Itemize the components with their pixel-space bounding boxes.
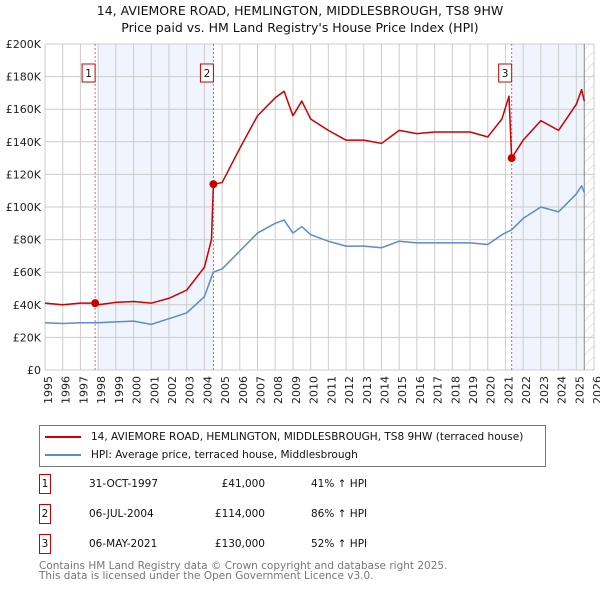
x-tick-label: 2000	[131, 376, 144, 404]
y-tick-label: £120K	[6, 168, 42, 181]
sale-marker-label: 3	[498, 63, 513, 83]
footer-line-1: Contains HM Land Registry data © Crown c…	[39, 560, 448, 572]
x-tick-label: 1998	[95, 376, 108, 404]
y-tick-label: £200K	[6, 38, 42, 51]
x-tick-label: 2011	[325, 376, 338, 404]
x-tick-label: 2026	[591, 376, 600, 404]
x-tick-label: 2001	[148, 376, 161, 404]
transaction-number: 2	[39, 504, 51, 524]
transaction-number: 3	[39, 534, 51, 554]
x-tick-label: 2012	[343, 376, 356, 404]
footer-line-2: This data is licensed under the Open Gov…	[39, 570, 374, 582]
x-tick-label: 2002	[166, 376, 179, 404]
transaction-hpi-change: 41% ↑ HPI	[311, 478, 368, 490]
transaction-hpi-change: 86% ↑ HPI	[311, 508, 368, 520]
transaction-number: 1	[39, 474, 51, 494]
y-tick-label: £100K	[6, 201, 42, 214]
sale-marker-label: 2	[199, 63, 214, 83]
x-tick-label: 2023	[538, 376, 551, 404]
y-tick-label: £0	[27, 364, 41, 377]
x-tick-label: 2019	[467, 376, 480, 404]
transaction-date: 31-OCT-1997	[89, 478, 158, 490]
y-tick-label: £20K	[13, 331, 42, 344]
property-series-line	[44, 88, 585, 306]
sale-marker-number: 1	[85, 68, 92, 80]
sale-point	[209, 180, 218, 189]
hpi-series-line	[44, 185, 585, 326]
transaction-price: £114,000	[214, 508, 265, 520]
x-tick-label: 2010	[308, 376, 321, 404]
x-tick-label: 2025	[573, 376, 586, 404]
x-tick-label: 2004	[201, 376, 214, 404]
x-tick-label: 2016	[414, 376, 427, 404]
x-tick-label: 1995	[42, 376, 55, 404]
x-tick-label: 2024	[556, 376, 569, 404]
y-tick-label: £40K	[13, 299, 42, 312]
sale-point	[507, 154, 516, 163]
sale-marker-label: 1	[81, 63, 96, 83]
x-tick-label: 2014	[378, 376, 391, 404]
transaction-date: 06-JUL-2004	[89, 508, 154, 520]
legend-label: HPI: Average price, terraced house, Midd…	[91, 449, 358, 461]
x-tick-label: 2003	[184, 376, 197, 404]
x-tick-label: 2006	[237, 376, 250, 404]
x-tick-label: 2009	[290, 376, 303, 404]
chart-title: 14, AVIEMORE ROAD, HEMLINGTON, MIDDLESBR…	[96, 3, 504, 18]
y-tick-label: £180K	[6, 71, 42, 84]
x-tick-label: 2017	[432, 376, 445, 404]
transaction-price: £130,000	[214, 538, 265, 550]
transaction-price: £41,000	[221, 478, 265, 490]
chart-subtitle: Price paid vs. HM Land Registry's House …	[121, 20, 479, 35]
transaction-hpi-change: 52% ↑ HPI	[311, 538, 368, 550]
price-chart: 1995 1996 1997 1998 1999 2000 2001 2002 2003 2004…	[6, 38, 600, 404]
chart-legend: 14, AVIEMORE ROAD, HEMLINGTON, MIDDLESBR…	[39, 425, 546, 467]
x-tick-label: 2008	[272, 376, 285, 404]
x-tick-label: 2018	[449, 376, 462, 404]
sale-marker-box	[199, 63, 214, 83]
y-tick-label: £60K	[13, 266, 42, 279]
legend-label: 14, AVIEMORE ROAD, HEMLINGTON, MIDDLESBR…	[91, 431, 524, 443]
legend-item-hpi: HPI: Average price, terraced house, Midd…	[40, 447, 358, 463]
x-tick-label: 1996	[60, 376, 73, 404]
legend-red-line	[45, 436, 81, 438]
transaction-date: 06-MAY-2021	[89, 538, 158, 550]
x-tick-label: 2020	[485, 376, 498, 404]
footer: Contains HM Land Registry data © Crown c…	[39, 560, 448, 582]
x-tick-label: 2007	[255, 376, 268, 404]
x-tick-label: 2005	[219, 376, 232, 404]
y-tick-label: £160K	[6, 103, 42, 116]
legend-item-property: 14, AVIEMORE ROAD, HEMLINGTON, MIDDLESBR…	[40, 429, 523, 445]
sale-marker-box	[498, 63, 513, 83]
x-tick-label: 2021	[502, 376, 515, 404]
x-tick-label: 2013	[361, 376, 374, 404]
legend-blue-line	[45, 454, 81, 456]
x-tick-label: 2015	[396, 376, 409, 404]
y-tick-label: £80K	[13, 234, 42, 247]
x-tick-label: 1997	[77, 376, 90, 404]
x-tick-label: 2022	[520, 376, 533, 404]
x-tick-label: 1999	[113, 376, 126, 404]
sale-marker-number: 2	[204, 68, 211, 80]
y-tick-label: £140K	[6, 136, 42, 149]
sale-marker-number: 3	[502, 68, 509, 80]
sale-marker-box	[81, 63, 96, 83]
sale-point	[91, 299, 100, 308]
